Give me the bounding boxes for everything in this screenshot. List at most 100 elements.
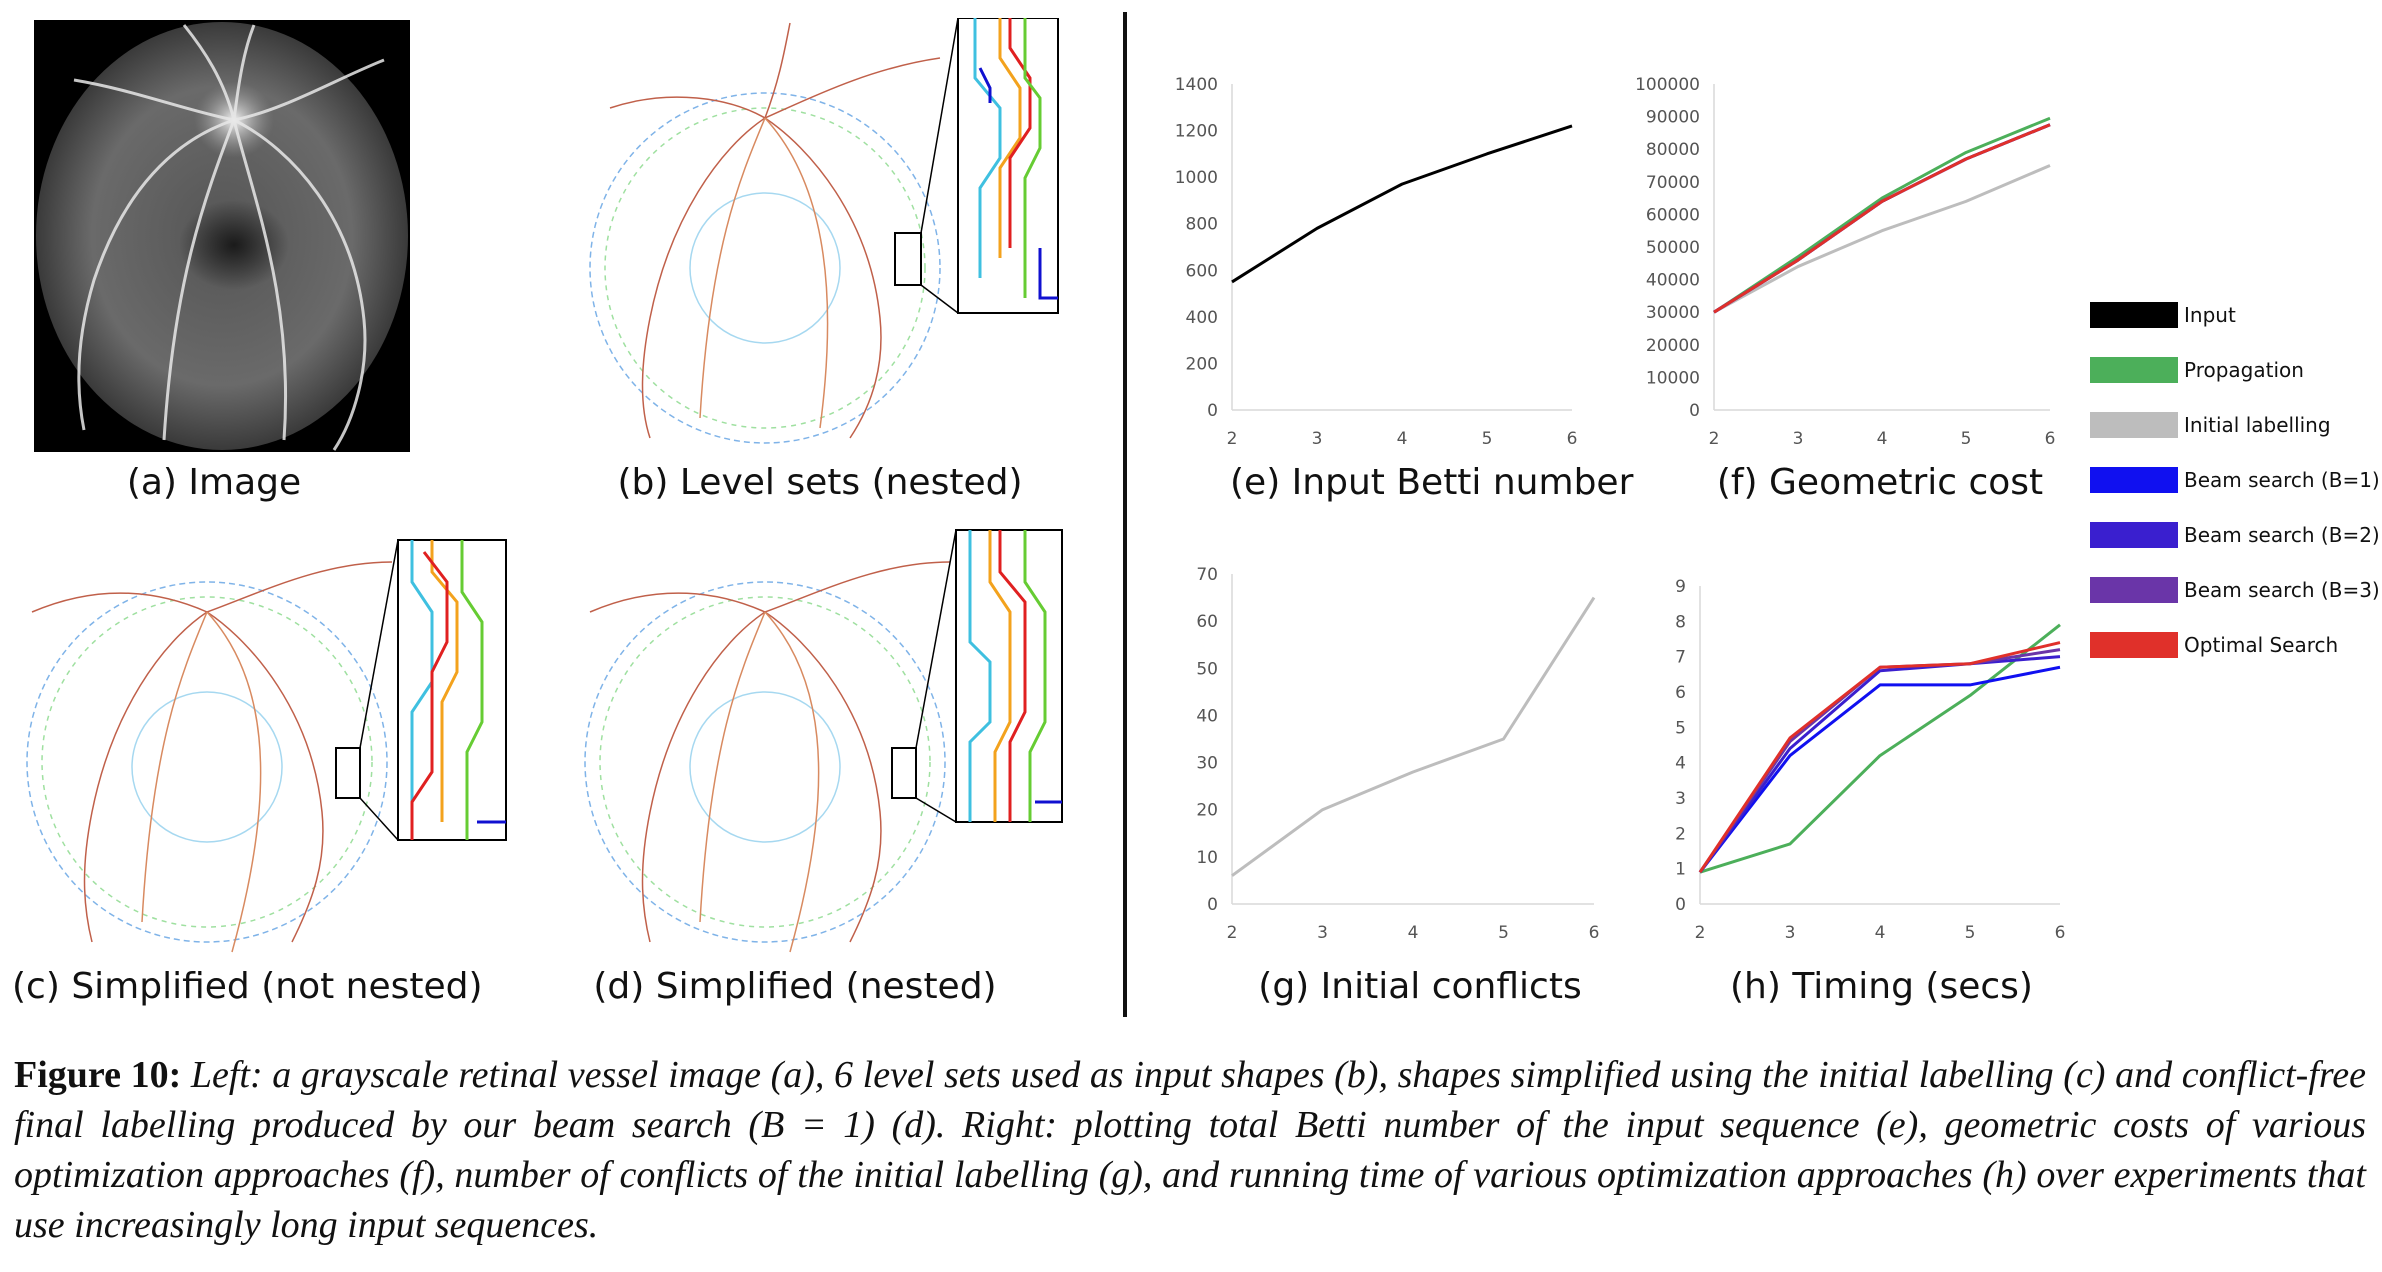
subcaption-d: (d) Simplified (nested) — [593, 966, 997, 1007]
simplified-nested-image — [584, 529, 1063, 953]
y-tick-label: 20000 — [1646, 336, 1700, 356]
subcaption-g: (g) Initial conflicts — [1258, 966, 1582, 1007]
x-tick-label: 5 — [1482, 429, 1493, 449]
y-tick-label: 5 — [1675, 718, 1686, 738]
legend-swatch — [2090, 577, 2178, 603]
x-tick-label: 2 — [1695, 923, 1706, 943]
chart-initial-conflicts: 0 10 20 30 40 50 60 70 2 3 4 5 6 — [1196, 565, 1600, 943]
simplified-not-nested-panel — [12, 522, 512, 962]
y-tick-label: 30000 — [1646, 303, 1700, 323]
legend-label: Initial labelling — [2184, 413, 2331, 437]
y-tick-label: 40 — [1196, 706, 1218, 726]
y-tick-label: 9 — [1675, 577, 1686, 597]
simplified-not-nested-image — [26, 539, 507, 953]
x-tick-label: 2 — [1227, 923, 1238, 943]
x-tick-label: 3 — [1317, 923, 1328, 943]
x-tick-label: 5 — [1965, 923, 1976, 943]
x-tick-label: 2 — [1227, 429, 1238, 449]
y-tick-label: 7 — [1675, 648, 1686, 668]
series-line-optimal-search — [1713, 123, 2051, 314]
x-tick-label: 4 — [1397, 429, 1408, 449]
x-tick-label: 3 — [1312, 429, 1323, 449]
chart-timing: 0 1 2 3 4 5 6 7 8 9 2 3 4 5 6 — [1675, 577, 2066, 943]
simplified-nested-panel — [570, 522, 1070, 962]
y-tick-label: 50 — [1196, 659, 1218, 679]
y-tick-label: 1400 — [1175, 75, 1218, 95]
subcaption-f: (f) Geometric cost — [1716, 462, 2044, 503]
figure-caption: Figure 10: Left: a grayscale retinal ves… — [14, 1050, 2366, 1250]
y-tick-label: 4 — [1675, 754, 1686, 774]
y-tick-label: 600 — [1186, 261, 1218, 281]
x-tick-label: 4 — [1877, 429, 1888, 449]
y-tick-label: 6 — [1675, 683, 1686, 703]
x-tick-label: 6 — [2055, 923, 2066, 943]
chart-geometric-cost: 0 10000 20000 30000 40000 50000 60000 70000 8000… — [1635, 75, 2056, 449]
x-tick-label: 2 — [1709, 429, 1720, 449]
y-tick-label: 60 — [1196, 612, 1218, 632]
legend-label: Propagation — [2184, 358, 2304, 382]
y-tick-label: 8 — [1675, 612, 1686, 632]
x-tick-label: 4 — [1875, 923, 1886, 943]
chart-input-betti: 0 200 400 600 800 1000 1200 1400 2 3 4 5 6 — [1175, 75, 1578, 449]
y-tick-label: 3 — [1675, 789, 1686, 809]
subcaption-c: (c) Simplified (not nested) — [12, 966, 483, 1007]
series-line-beam-search-b-2- — [1698, 655, 2061, 874]
y-tick-label: 1200 — [1175, 122, 1218, 142]
legend-label: Beam search (B=1) — [2184, 468, 2380, 492]
y-tick-label: 70000 — [1646, 173, 1700, 193]
x-tick-label: 6 — [1567, 429, 1578, 449]
level-sets-panel — [580, 17, 1060, 458]
y-tick-label: 0 — [1207, 401, 1218, 421]
legend-swatch — [2090, 357, 2178, 383]
y-tick-label: 1 — [1675, 860, 1686, 880]
figure-caption-text: Left: a grayscale retinal vessel image (… — [14, 1054, 2366, 1246]
y-tick-label: 0 — [1675, 895, 1686, 915]
subcaption-a: (a) Image — [126, 462, 302, 503]
x-tick-label: 5 — [1961, 429, 1972, 449]
y-tick-label: 200 — [1186, 354, 1218, 374]
legend-label: Optimal Search — [2184, 633, 2339, 657]
y-tick-label: 1000 — [1175, 168, 1218, 188]
level-sets-image — [589, 17, 1059, 444]
y-tick-label: 10000 — [1646, 368, 1700, 388]
y-tick-label: 80000 — [1646, 140, 1700, 160]
series-line-propagation — [1699, 623, 2061, 874]
series-line-input — [1231, 124, 1573, 284]
subcaption-e: (e) Input Betti number — [1230, 462, 1634, 503]
x-tick-label: 5 — [1498, 923, 1509, 943]
legend-swatch — [2090, 632, 2178, 658]
y-tick-label: 0 — [1207, 895, 1218, 915]
subcaption-b: (b) Level sets (nested) — [617, 462, 1023, 503]
x-tick-label: 3 — [1785, 923, 1796, 943]
series-line-beam-search-b-1- — [1698, 665, 2061, 874]
y-tick-label: 50000 — [1646, 238, 1700, 258]
legend-swatch — [2090, 522, 2178, 548]
y-tick-label: 0 — [1689, 401, 1700, 421]
series-line-initial-labelling — [1231, 596, 1596, 877]
series-line-beam-search-b-3- — [1698, 648, 2061, 874]
y-tick-label: 100000 — [1635, 75, 1700, 95]
vertical-divider — [1123, 12, 1127, 1017]
x-tick-label: 4 — [1408, 923, 1419, 943]
y-tick-label: 10 — [1196, 848, 1218, 868]
subcaption-h: (h) Timing (secs) — [1730, 966, 2033, 1007]
y-tick-label: 30 — [1196, 754, 1218, 774]
retina-image — [34, 20, 410, 452]
y-tick-label: 800 — [1186, 215, 1218, 235]
y-tick-label: 400 — [1186, 308, 1218, 328]
y-tick-label: 90000 — [1646, 108, 1700, 128]
y-tick-label: 2 — [1675, 824, 1686, 844]
x-tick-label: 3 — [1793, 429, 1804, 449]
legend-swatch — [2090, 302, 2178, 328]
retina-image-panel — [34, 20, 410, 452]
legend-label: Beam search (B=3) — [2184, 578, 2380, 602]
legend-swatch — [2090, 467, 2178, 493]
legend-swatch — [2090, 412, 2178, 438]
x-tick-label: 6 — [2045, 429, 2056, 449]
y-tick-label: 60000 — [1646, 205, 1700, 225]
legend-label: Input — [2184, 303, 2236, 327]
legend-label: Beam search (B=2) — [2184, 523, 2380, 547]
figure-label: Figure 10: — [14, 1054, 182, 1096]
x-tick-label: 6 — [1589, 923, 1600, 943]
y-tick-label: 70 — [1196, 565, 1218, 585]
